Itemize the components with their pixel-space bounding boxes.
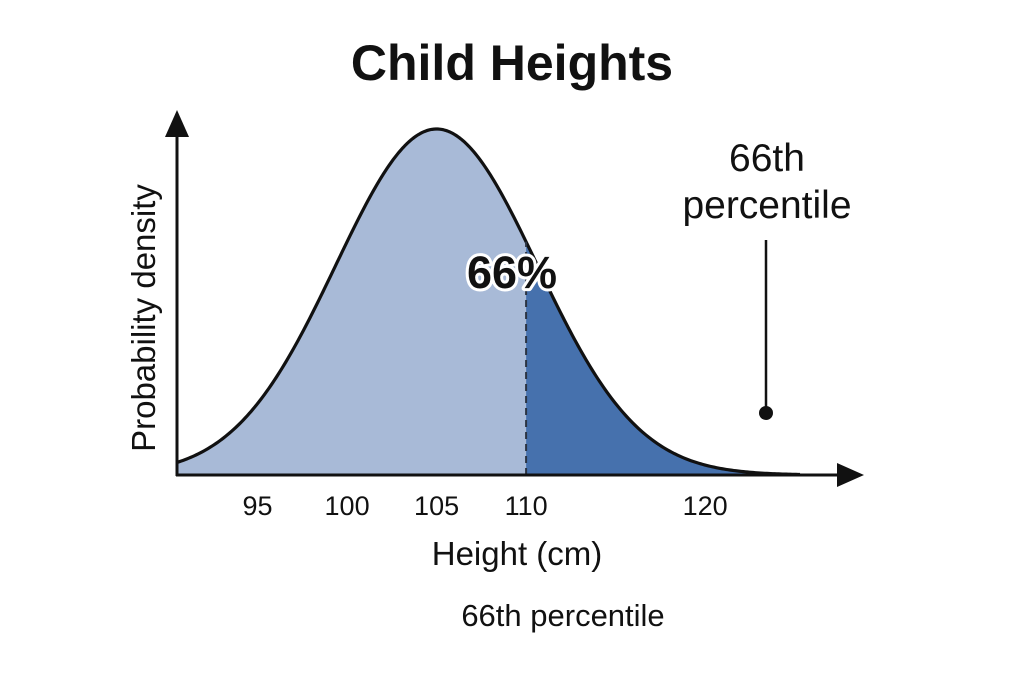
x-tick-label: 100 (325, 491, 370, 521)
chart-title: Child Heights (351, 35, 673, 91)
x-tick-label: 110 (505, 491, 548, 521)
density-curve (176, 127, 801, 477)
x-axis-label: Height (cm) (432, 535, 603, 572)
percentile-caption: 66th percentile (461, 598, 664, 633)
x-tick-label: 95 (243, 491, 273, 521)
percent-label: 66% (467, 247, 557, 298)
x-tick-label: 105 (414, 491, 459, 521)
left-shaded-area (177, 129, 527, 475)
x-tick-labels: 95 100 105 110 120 (243, 491, 728, 521)
right-shaded-area (526, 241, 800, 475)
percentile-annotation: 66th percentile (682, 137, 851, 227)
annotation-pointer-dot (759, 406, 773, 420)
x-tick-label: 120 (683, 491, 728, 521)
y-axis-label: Probability density (125, 184, 162, 452)
